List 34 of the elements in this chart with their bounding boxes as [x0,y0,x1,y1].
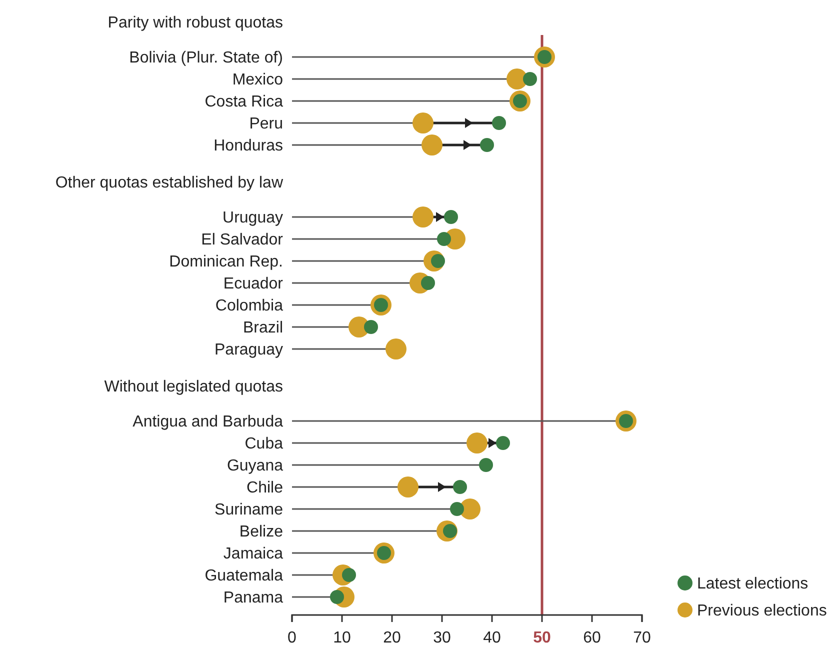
x-tick-label: 0 [288,630,297,645]
x-tick-label: 20 [383,630,401,645]
y-tick-label: Without legislated quotas [104,378,283,396]
y-tick-label: Honduras [214,138,283,155]
x-tick-label: 10 [333,630,351,645]
x-tick-label: 60 [583,630,601,645]
y-tick-label: Guatemala [204,568,284,585]
y-tick-label: Chile [246,480,284,497]
y-tick-label: Suriname [214,502,284,519]
y-tick-label: Antigua and Barbuda [132,414,284,431]
y-tick-label: Other quotas established by law [55,174,284,192]
y-tick-label: Guyana [226,458,284,475]
legend-label: Previous elections [697,602,827,620]
x-tick-label: 40 [483,630,501,645]
y-tick-label: Paraguay [214,342,283,359]
y-tick-label: Peru [249,116,283,133]
y-tick-label: Panama [223,590,284,607]
y-tick-label: Parity with robust quotas [108,14,283,32]
x-tick-label: 30 [433,630,451,645]
y-tick-label: Brazil [242,320,283,337]
y-tick-label: Colombia [215,298,284,315]
y-tick-label: Dominican Rep. [169,254,283,271]
x-tick-label: 50 [533,630,551,645]
x-tick-label: 70 [633,630,651,645]
y-tick-label: Costa Rica [204,94,284,111]
y-tick-label: El Salvador [201,232,284,249]
y-tick-label: Mexico [232,72,284,89]
y-tick-label: Bolivia (Plur. State of) [129,50,283,67]
y-tick-label: Cuba [244,436,284,453]
y-tick-label: Belize [239,524,284,541]
y-tick-label: Jamaica [223,546,284,563]
y-tick-label: Uruguay [222,210,283,227]
legend-label: Latest elections [697,576,808,593]
y-tick-label: Ecuador [223,276,284,293]
